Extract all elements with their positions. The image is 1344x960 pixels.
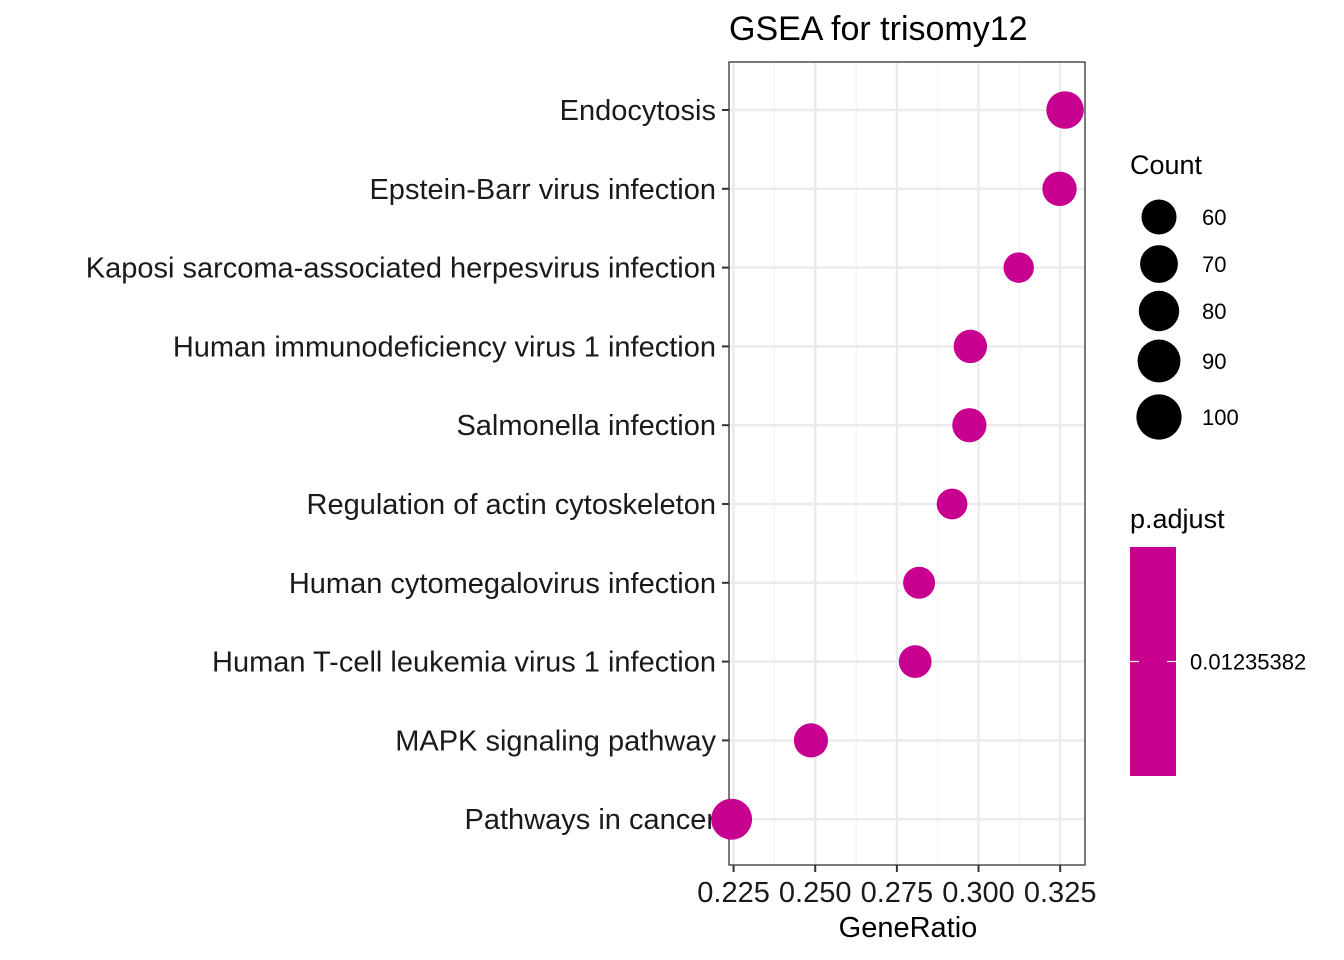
data-points [711, 91, 1084, 840]
data-point [793, 723, 829, 758]
y-tick-label: Salmonella infection [456, 410, 716, 442]
data-point [936, 488, 968, 520]
x-tick-label: 0.300 [942, 877, 1015, 909]
x-tick-label: 0.225 [697, 877, 770, 909]
gridlines [728, 61, 1086, 866]
size-legend-label: 90 [1202, 349, 1226, 374]
chart-title: GSEA for trisomy12 [729, 10, 1028, 48]
x-axis-ticks: 0.225 0.250 0.275 0.300 0.325 [697, 865, 1096, 909]
size-legend-key [1138, 290, 1180, 332]
data-point [1003, 252, 1034, 283]
data-point [952, 408, 987, 443]
data-point [1042, 171, 1077, 207]
size-legend: Count 60 70 80 90 100 [1130, 150, 1239, 440]
y-tick-label: Endocytosis [560, 95, 716, 127]
y-tick-label: Human immunodeficiency virus 1 infection [173, 331, 716, 363]
y-tick-label: MAPK signaling pathway [395, 725, 716, 757]
size-legend-key [1137, 339, 1181, 383]
x-axis-title: GeneRatio [839, 912, 978, 944]
y-tick-label: Human T-cell leukemia virus 1 infection [212, 647, 716, 679]
data-point [953, 329, 988, 364]
y-tick-label: Kaposi sarcoma-associated herpesvirus in… [86, 253, 716, 285]
x-tick-label: 0.275 [861, 877, 934, 909]
y-tick-label: Human cytomegalovirus infection [289, 568, 716, 600]
size-legend-key [1140, 245, 1178, 283]
plot-border [728, 61, 1086, 866]
y-tick-label: Regulation of actin cytoskeleton [307, 489, 716, 521]
y-tick-label: Pathways in cancer [465, 804, 717, 836]
y-axis-labels: Endocytosis Epstein-Barr virus infection K… [86, 95, 729, 836]
size-legend-label: 100 [1202, 405, 1239, 430]
x-tick-label: 0.250 [779, 877, 852, 909]
plot-panel [729, 62, 1085, 865]
size-legend-key [1141, 199, 1177, 235]
x-tick-label: 0.325 [1024, 877, 1097, 909]
data-point [711, 798, 753, 840]
data-point [903, 566, 936, 599]
size-legend-label: 80 [1202, 299, 1226, 324]
y-tick-label: Epstein-Barr virus infection [369, 174, 716, 206]
data-point [1046, 91, 1084, 129]
size-legend-title: Count [1130, 150, 1203, 180]
data-point [898, 645, 932, 678]
size-legend-key [1136, 394, 1182, 440]
size-legend-label: 70 [1202, 252, 1226, 277]
color-legend: p.adjust 0.01235382 [1130, 504, 1306, 776]
plot-background [729, 62, 1085, 865]
color-legend-title: p.adjust [1130, 504, 1225, 534]
size-legend-label: 60 [1202, 205, 1226, 230]
color-bar-label: 0.01235382 [1190, 650, 1306, 675]
